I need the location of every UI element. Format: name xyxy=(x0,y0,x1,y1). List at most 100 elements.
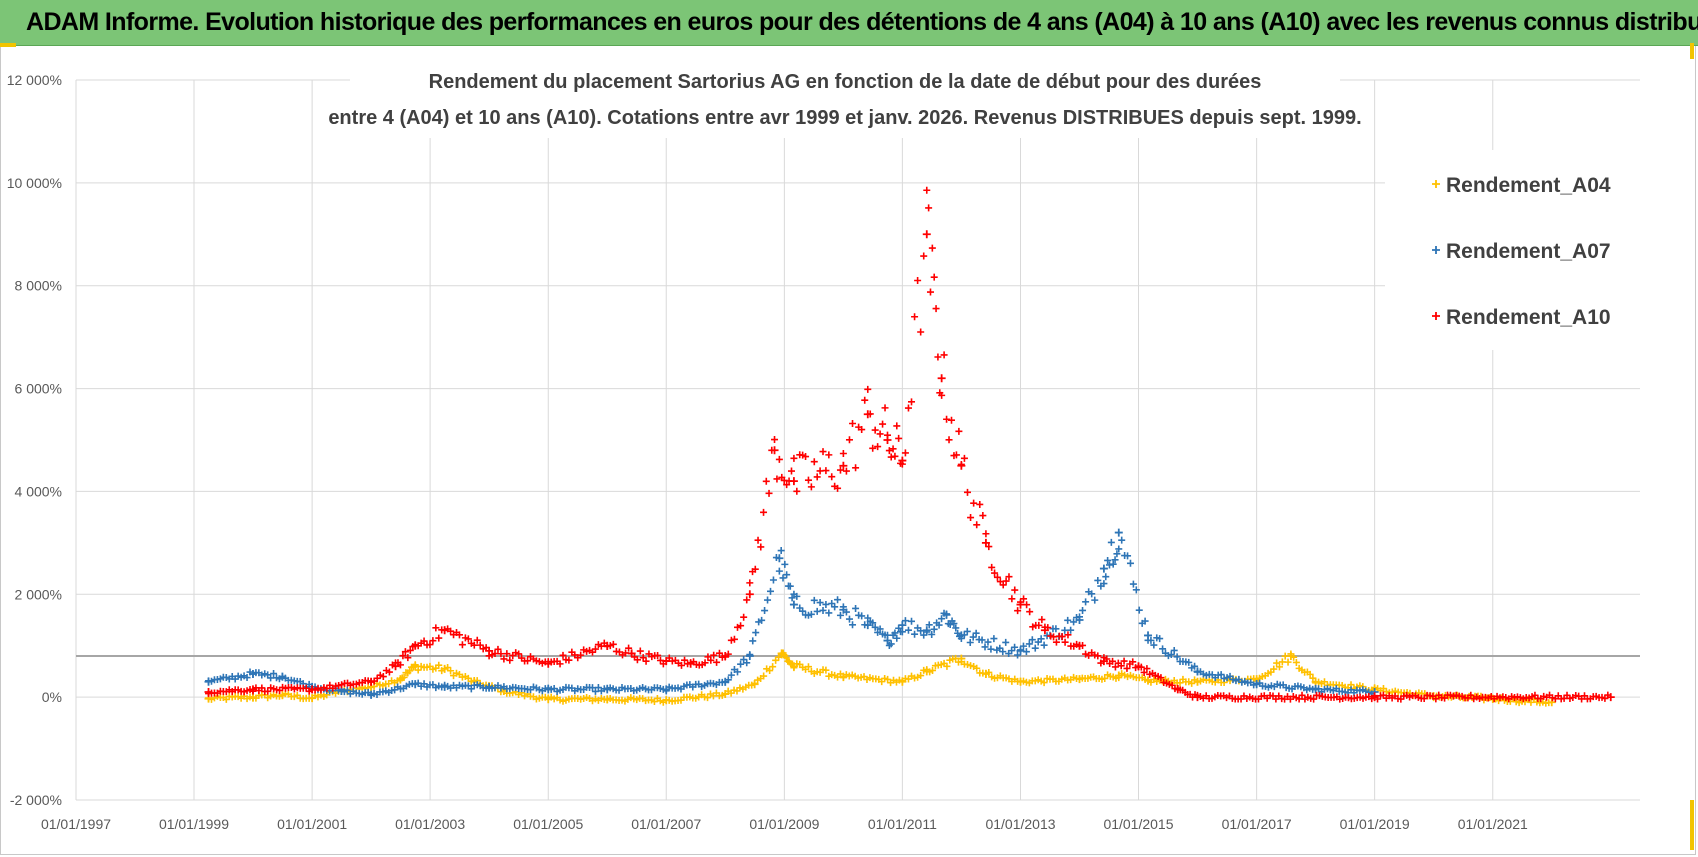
data-point xyxy=(1173,685,1182,694)
data-point-marker xyxy=(642,657,650,665)
data-point xyxy=(396,675,405,684)
data-point-marker xyxy=(1132,586,1140,594)
legend-item: Rendement_A04 xyxy=(1432,174,1611,197)
data-point-marker xyxy=(577,651,585,659)
data-point xyxy=(544,685,553,694)
data-point-marker xyxy=(1008,595,1016,603)
data-point-marker xyxy=(928,630,936,638)
data-point-marker xyxy=(788,594,796,602)
data-point-marker xyxy=(1064,616,1072,624)
data-point xyxy=(662,685,671,694)
data-point-marker xyxy=(1038,616,1046,624)
data-point xyxy=(485,682,494,691)
data-point-marker xyxy=(473,636,481,644)
data-point xyxy=(721,652,730,660)
data-point-marker xyxy=(1143,665,1151,673)
data-point-marker xyxy=(401,648,409,656)
data-point-marker xyxy=(1115,545,1123,553)
data-point xyxy=(1370,693,1379,702)
data-point-marker xyxy=(775,455,783,463)
data-point-marker xyxy=(1147,636,1155,644)
data-point xyxy=(603,685,612,694)
data-point-marker xyxy=(845,615,853,623)
data-point-marker xyxy=(1064,631,1072,639)
data-point-marker xyxy=(819,448,827,456)
data-point xyxy=(957,654,966,663)
x-tick-label: 01/01/2017 xyxy=(1222,816,1292,832)
data-point-marker xyxy=(1028,636,1036,644)
data-point xyxy=(367,690,376,699)
data-point-marker xyxy=(1217,671,1225,679)
data-point-marker xyxy=(822,666,830,674)
data-point xyxy=(1099,564,1108,573)
data-point-marker xyxy=(828,473,836,481)
data-point-marker xyxy=(1002,638,1010,646)
data-point-marker xyxy=(781,560,789,568)
data-point-marker xyxy=(1275,663,1283,671)
data-point-marker xyxy=(1031,644,1039,652)
data-point-marker xyxy=(1156,635,1164,643)
data-point-marker xyxy=(874,443,882,451)
data-point-marker xyxy=(399,652,407,660)
data-point-marker xyxy=(1058,633,1066,641)
data-point-marker xyxy=(946,621,954,629)
data-point-marker xyxy=(1111,663,1119,671)
data-point-marker xyxy=(625,644,633,652)
data-point-marker xyxy=(929,666,937,674)
data-point-marker xyxy=(765,489,773,497)
data-point xyxy=(544,659,553,668)
data-point-marker xyxy=(967,514,975,522)
data-point-marker xyxy=(889,445,897,453)
data-point xyxy=(248,670,257,678)
data-point-marker xyxy=(497,650,505,658)
data-point-marker xyxy=(476,641,484,649)
data-point-marker xyxy=(952,451,960,459)
data-point-marker xyxy=(494,645,502,653)
data-point-marker xyxy=(895,434,903,442)
data-point-marker xyxy=(503,650,511,658)
data-point-marker xyxy=(1019,642,1027,650)
data-point-marker xyxy=(1107,538,1115,546)
data-point-marker xyxy=(426,641,434,649)
data-point xyxy=(789,477,798,486)
x-tick-label: 01/01/2005 xyxy=(513,816,583,832)
data-point-marker xyxy=(740,613,748,621)
data-point xyxy=(411,680,420,689)
data-point xyxy=(411,662,420,671)
data-point-marker xyxy=(973,521,981,529)
data-point xyxy=(942,610,951,619)
data-point-marker xyxy=(893,422,901,430)
data-point-marker xyxy=(1113,550,1121,558)
data-point-marker xyxy=(904,626,912,634)
data-point xyxy=(922,230,931,239)
data-point-marker xyxy=(842,467,850,475)
data-point-marker xyxy=(938,391,946,399)
data-point-marker xyxy=(1188,679,1196,687)
data-point-marker xyxy=(681,656,689,664)
data-point-marker xyxy=(591,687,599,695)
data-point-marker xyxy=(825,609,833,617)
data-point-marker xyxy=(1067,626,1075,634)
data-point xyxy=(411,641,420,650)
data-point-marker xyxy=(793,592,801,600)
data-point xyxy=(981,538,990,547)
x-tick-label: 01/01/2003 xyxy=(395,816,465,832)
data-point-marker xyxy=(834,484,842,492)
data-point xyxy=(883,436,892,444)
y-tick-label: 10 000% xyxy=(7,175,62,191)
data-point-marker xyxy=(470,641,478,649)
data-point-marker xyxy=(876,625,884,633)
data-point-marker xyxy=(917,328,925,336)
data-point xyxy=(981,670,990,678)
data-point-marker xyxy=(955,427,963,435)
data-point-marker xyxy=(1141,617,1149,625)
data-point xyxy=(1040,626,1049,635)
data-point-marker xyxy=(1094,576,1102,584)
data-point-marker xyxy=(1026,608,1034,616)
data-point-marker xyxy=(901,617,909,625)
data-point-marker xyxy=(1025,640,1033,648)
corner-marker-top-right xyxy=(1690,43,1694,59)
data-point xyxy=(789,662,798,671)
data-point-marker xyxy=(1310,695,1318,703)
data-point-marker xyxy=(1109,657,1117,665)
